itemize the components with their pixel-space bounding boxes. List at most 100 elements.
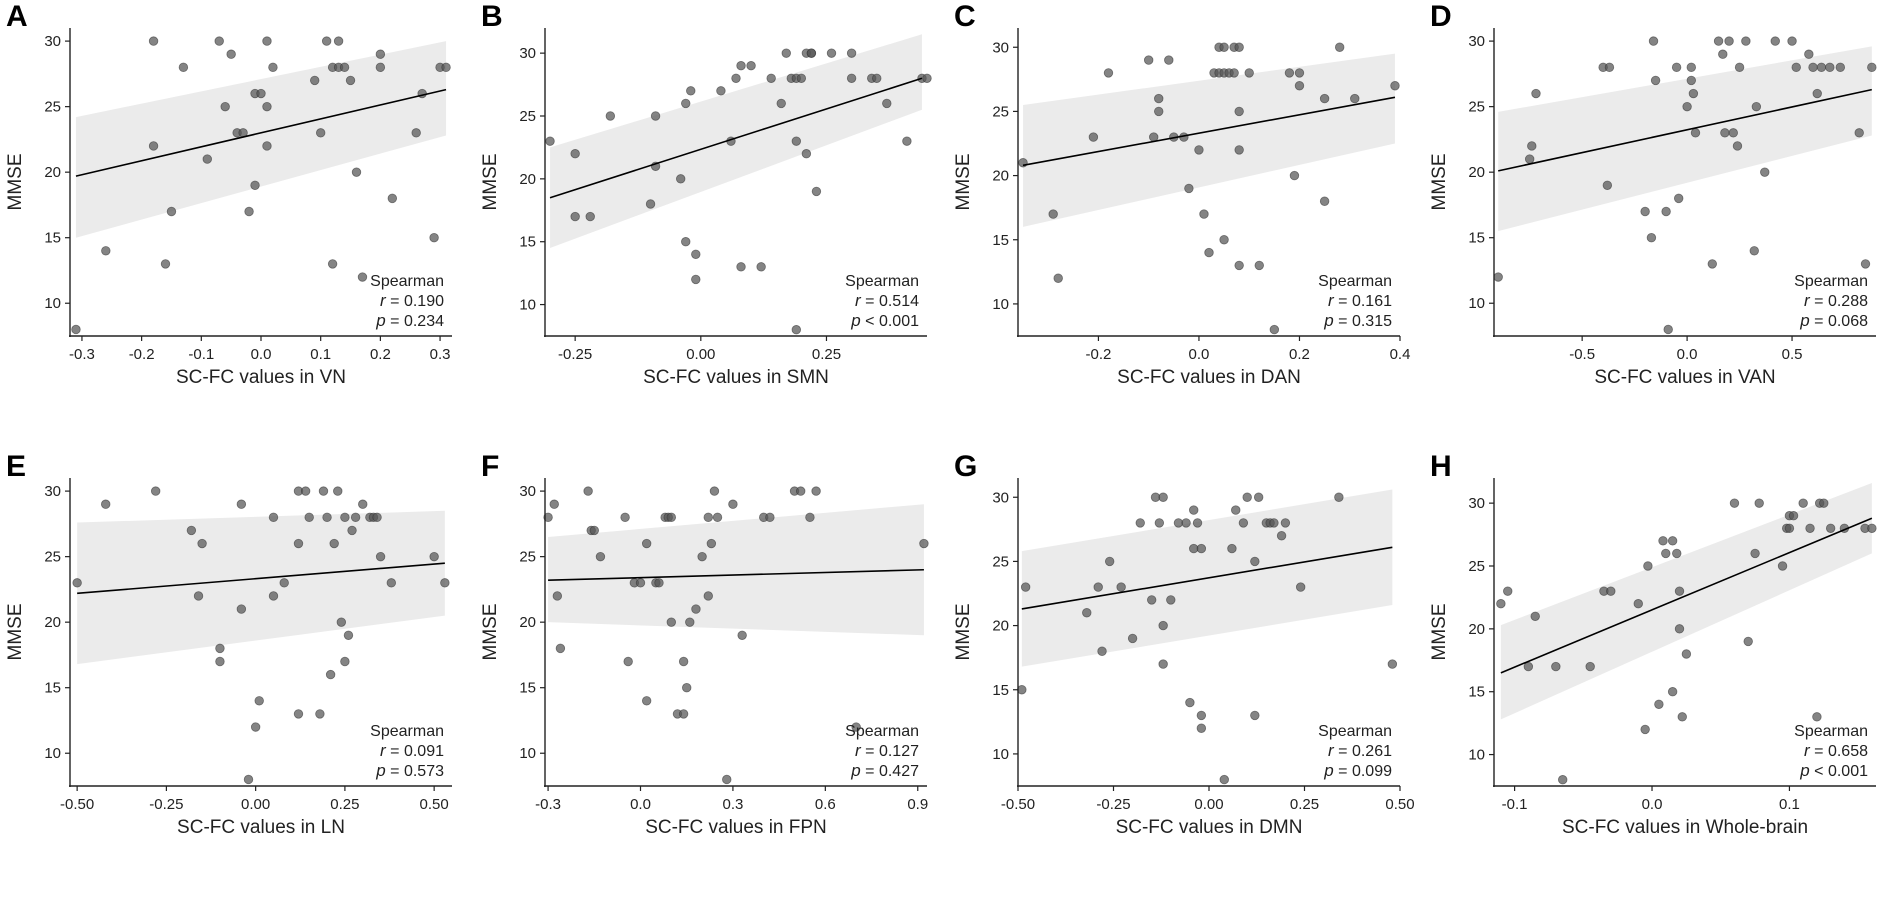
data-point: [654, 578, 664, 588]
data-point: [1234, 145, 1244, 155]
data-point: [796, 73, 807, 83]
x-tick-label: 0.1: [310, 346, 331, 363]
y-tick-label: 10: [1468, 295, 1485, 312]
data-point: [545, 136, 555, 146]
stat-p: p < 0.001: [1799, 761, 1868, 780]
data-point: [1104, 556, 1115, 567]
data-point: [1713, 36, 1724, 46]
p-value: < 0.001: [1810, 763, 1868, 780]
x-tick-label: -0.3: [535, 796, 561, 813]
data-point: [736, 61, 746, 71]
data-point: [1196, 710, 1207, 721]
data-point: [555, 643, 566, 654]
x-tick-label: 0.2: [1289, 346, 1310, 363]
data-point: [268, 62, 278, 73]
data-point: [1350, 93, 1360, 104]
data-point: [262, 36, 272, 46]
data-point: [811, 186, 822, 197]
data-point: [244, 206, 254, 217]
p-symbol: p: [375, 761, 385, 780]
y-tick-label: 15: [519, 234, 536, 251]
data-point: [1707, 259, 1717, 269]
data-point: [214, 36, 224, 46]
y-tick-label: 25: [1468, 558, 1485, 575]
data-point: [691, 249, 701, 259]
data-point: [1018, 158, 1028, 168]
panel-letter: A: [6, 0, 28, 33]
data-point: [1524, 154, 1535, 164]
data-point: [1319, 196, 1330, 206]
data-point: [250, 722, 261, 732]
stat-p: p = 0.573: [375, 761, 444, 780]
data-point: [766, 73, 776, 83]
y-tick-label: 25: [519, 549, 536, 566]
data-point: [1729, 498, 1740, 508]
data-point: [641, 696, 652, 706]
y-tick-label: 20: [1468, 164, 1485, 181]
stat-method-label: Spearman: [1794, 723, 1868, 740]
data-point: [1754, 498, 1764, 508]
data-point: [329, 538, 339, 549]
data-point: [1250, 710, 1260, 721]
data-point: [1835, 62, 1846, 73]
data-point: [1682, 101, 1692, 112]
data-point: [1294, 81, 1305, 91]
y-tick-label: 10: [1468, 747, 1485, 764]
x-tick-label: 0.2: [370, 346, 391, 363]
y-tick-label: 15: [1468, 684, 1485, 701]
p-value: = 0.234: [386, 313, 444, 330]
data-point: [1686, 75, 1696, 86]
data-point: [703, 512, 713, 523]
x-axis-title: SC-FC values in Whole-brain: [1562, 817, 1808, 838]
x-tick-label: -0.1: [188, 346, 214, 363]
data-point: [186, 525, 197, 536]
x-axis-title: SC-FC values in SMN: [643, 367, 829, 388]
panel-c: 10 15 20 25 30 -0.2 0.0 0.2 0.4 SC-FC values in D…: [953, 0, 1410, 388]
p-symbol: p: [850, 761, 860, 780]
data-point: [731, 73, 741, 83]
data-point: [1743, 636, 1753, 647]
data-point: [736, 262, 746, 272]
data-point: [1604, 62, 1615, 73]
x-tick-label: -0.1: [1502, 796, 1528, 813]
data-point: [310, 75, 320, 86]
data-point: [737, 630, 747, 640]
y-tick-label: 10: [44, 295, 61, 312]
x-tick-label: -0.5: [1569, 346, 1595, 363]
data-point: [1234, 42, 1244, 52]
data-point: [1658, 536, 1668, 546]
data-point: [215, 656, 225, 667]
data-point: [1531, 88, 1541, 99]
data-point: [712, 512, 723, 523]
p-value: = 0.427: [861, 763, 919, 780]
x-tick-label: 0.0: [1189, 346, 1210, 363]
x-tick-label: 0.6: [815, 796, 836, 813]
data-point: [1728, 128, 1738, 138]
data-point: [583, 486, 593, 496]
y-tick-label: 30: [519, 483, 536, 500]
data-point: [1219, 42, 1229, 52]
data-point: [1269, 518, 1279, 528]
p-symbol: p: [1323, 761, 1333, 780]
data-point: [919, 538, 929, 549]
x-tick-label: 0.0: [1642, 796, 1663, 813]
x-tick-label: -0.3: [69, 346, 95, 363]
data-point: [811, 486, 821, 496]
p-symbol: p: [1799, 761, 1809, 780]
r-symbol: r: [855, 741, 862, 760]
y-tick-label: 30: [992, 39, 1009, 56]
data-point: [846, 48, 857, 58]
r-symbol: r: [1328, 291, 1335, 310]
data-point: [1158, 620, 1168, 631]
data-point: [1185, 697, 1195, 708]
y-tick-label: 30: [992, 489, 1009, 506]
panel-f: 10 15 20 25 30 -0.3 0.0 0.3 0.6 0.9 SC-FC values i…: [480, 450, 929, 838]
data-point: [300, 486, 311, 496]
y-tick-label: 20: [44, 614, 61, 631]
x-tick-label: 0.00: [686, 346, 715, 363]
data-point: [1196, 543, 1207, 554]
data-point: [440, 578, 450, 588]
data-point: [1816, 62, 1827, 73]
x-tick-label: -0.50: [1001, 796, 1035, 813]
regression-line: [1022, 96, 1396, 167]
